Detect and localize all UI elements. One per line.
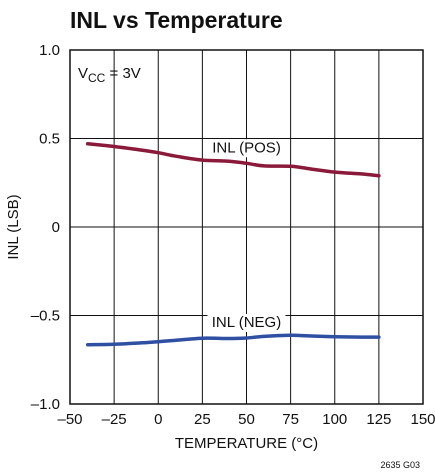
x-tick-label: 0 [154,411,162,428]
series-line-inl-neg [85,333,381,347]
vcc-subscript: CC [88,71,106,85]
y-tick-label: –0.5 [31,308,60,325]
x-tick-label: 100 [322,411,347,428]
chart-title: INL vs Temperature [70,7,283,33]
x-tick-label: –50 [57,411,82,428]
series-label-bg [207,313,286,332]
x-tick-label: 25 [194,411,211,428]
x-axis-label: TEMPERATURE (°C) [175,435,318,452]
series-label-bg [207,139,286,158]
grid-lines [70,50,423,404]
x-tick-label: 50 [238,411,255,428]
vcc-rest: = 3V [105,65,140,82]
figure-id: 2635 G03 [380,460,420,470]
y-tick-label: 0 [52,219,60,236]
series-labels: INL (POS) INL (NEG) [207,139,286,332]
vcc-main: V [78,65,88,82]
series-layer [85,142,381,347]
tick-labels: –50 –25 0 25 50 75 100 125 150 1.0 0.5 0 –0.5 –1.0 [31,42,435,428]
y-tick-label: 1.0 [39,42,60,59]
x-tick-label: 150 [410,411,435,428]
x-tick-label: 75 [282,411,299,428]
x-tick-label: –25 [102,411,127,428]
y-axis-label: INL (LSB) [5,194,22,259]
y-tick-label: –1.0 [31,396,60,413]
vcc-annotation: VCC = 3V [78,65,141,85]
series-label-inl-neg: INL (NEG) [212,314,281,331]
plot-frame [69,49,424,405]
series-line-inl-pos [85,142,381,178]
y-tick-label: 0.5 [39,131,60,148]
series-label-inl-pos: INL (POS) [212,139,281,156]
x-tick-label: 125 [366,411,391,428]
